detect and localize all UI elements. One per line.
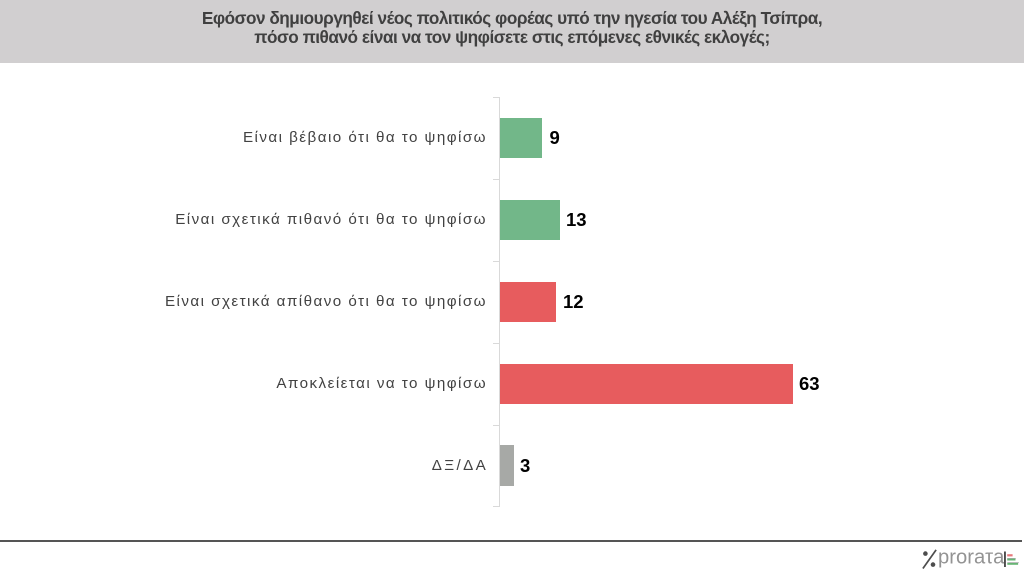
svg-text:proraτa: proraτa <box>938 547 1005 569</box>
